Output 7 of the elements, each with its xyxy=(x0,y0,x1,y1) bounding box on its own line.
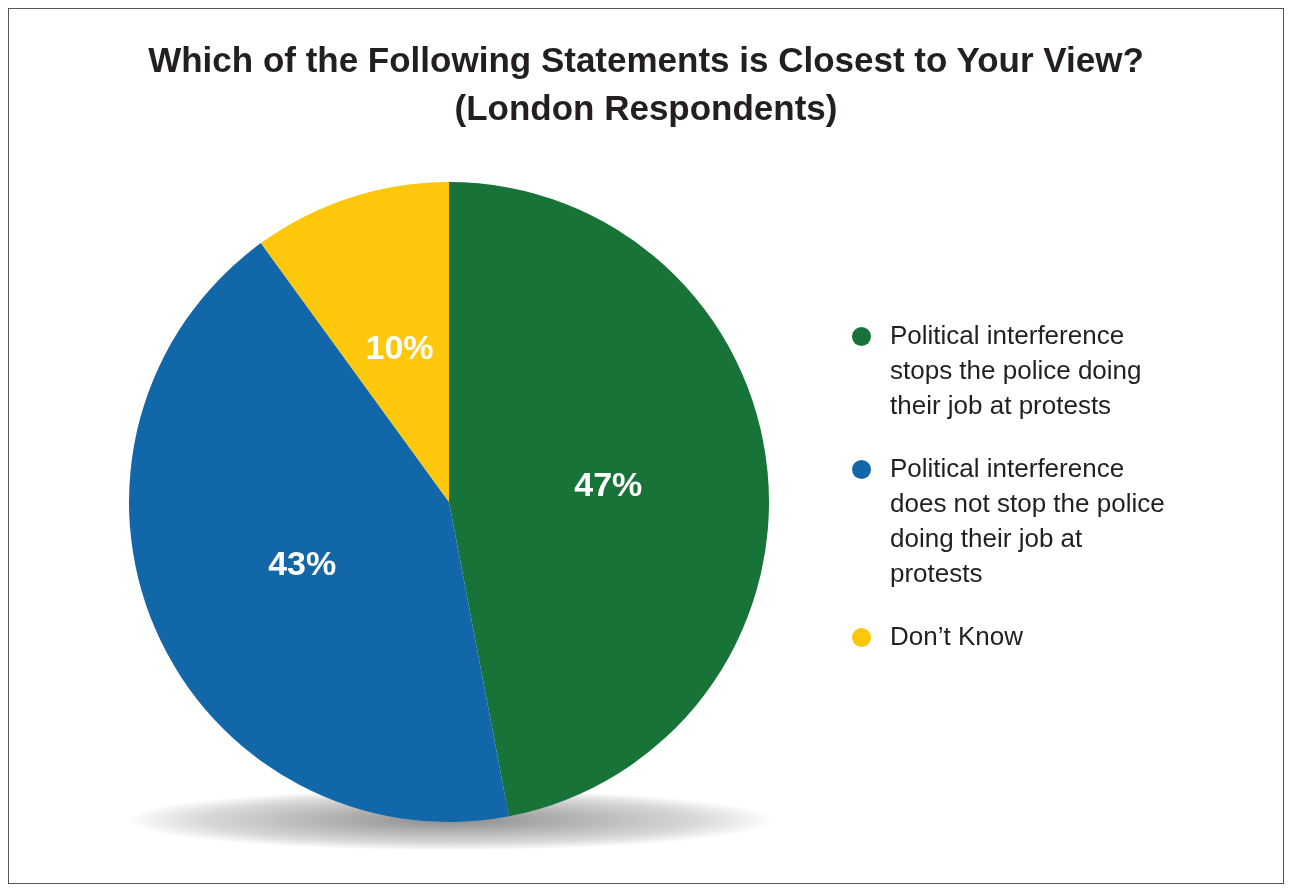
legend-label: Political interference does not stop the police doing their job at protests xyxy=(889,452,1166,590)
data-label: 10% xyxy=(365,328,434,367)
data-label: 47% xyxy=(574,465,643,504)
chart-title: Which of the Following Statements is Closest to Your View? (London Respondents) xyxy=(147,39,1145,129)
legend-label: Don’t Know xyxy=(889,620,1024,653)
legend-label: Political interference stops the police doing their job at protests xyxy=(889,319,1143,422)
data-label: 43% xyxy=(268,543,337,582)
